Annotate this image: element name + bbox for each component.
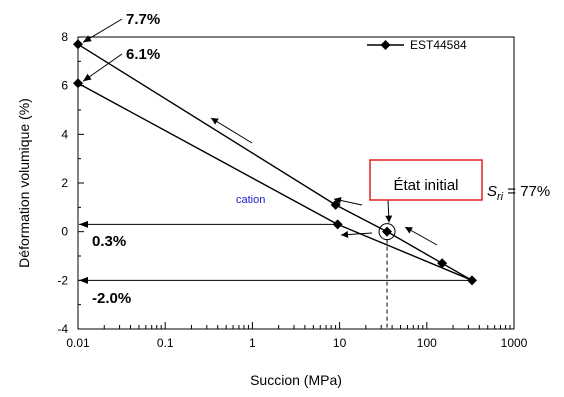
data-point-marker [332,219,343,230]
direction-arrow-2-head [334,197,342,204]
ticks-layer: -4 -2 0 2 4 6 8 0.01 0.1 1 10 100 1000 [57,30,527,350]
arrow-neg-2-head [79,276,88,284]
marker-layer [73,39,478,286]
sri-value: = 77% [503,183,550,200]
series-segment [77,82,338,225]
series-layer [77,43,473,281]
data-point-marker [382,226,393,237]
guides-layer [79,18,473,329]
y-tick-label: 4 [61,127,68,141]
data-point-marker [73,78,83,89]
initial-state-box [369,159,483,201]
data-point-marker [73,39,83,50]
series-segment [335,204,388,233]
y-tick-label: 8 [61,30,68,44]
label-neg-2-0: -2.0% [92,290,131,307]
x-tick-label: 0.01 [66,336,90,350]
sri-annotation: Sri = 77% [487,183,550,203]
y-tick-label: -2 [57,273,68,287]
legend: EST44584 [367,38,467,52]
arrow-0-3-head [79,220,88,228]
label-6-1: 6.1% [126,46,160,63]
x-tick-label: 1 [249,336,256,350]
sri-s: S [487,183,497,200]
direction-arrow-1-head [211,118,219,125]
y-tick-label: 2 [61,176,68,190]
initial-state-label: État initial [393,177,458,194]
y-axis-title: Déformation volumique (%) [16,98,32,268]
y-tick-label: 6 [61,79,68,93]
legend-label: EST44584 [410,38,467,52]
arrow-initial-state-head [385,215,393,223]
label-7-7: 7.7% [126,11,160,28]
x-axis-title: Succion (MPa) [250,372,342,388]
arrow-7-7-head [83,35,92,43]
x-tick-label: 10 [333,336,347,350]
x-tick-label: 1000 [501,336,528,350]
series-segment [386,231,443,264]
x-tick-label: 100 [417,336,437,350]
label-0-3: 0.3% [92,233,126,250]
direction-arrow-4-head [341,231,349,239]
data-point-marker [437,258,448,269]
legend-diamond-marker [380,40,391,50]
initial-state-circle [378,223,396,241]
data-point-marker [330,199,341,210]
y-tick-label: 0 [61,225,68,239]
direction-arrow-3-head [405,227,413,234]
series-segment [77,43,336,206]
cation-label: cation [236,194,265,206]
series-segment [441,262,473,281]
data-point-marker [467,275,478,286]
x-tick-label: 0.1 [157,336,174,350]
direction-arrow-1 [210,117,253,144]
arrow-6-1-head [83,73,92,82]
sri-subscript: ri [497,191,504,203]
series-segment [337,223,473,281]
y-tick-label: -4 [57,322,68,336]
